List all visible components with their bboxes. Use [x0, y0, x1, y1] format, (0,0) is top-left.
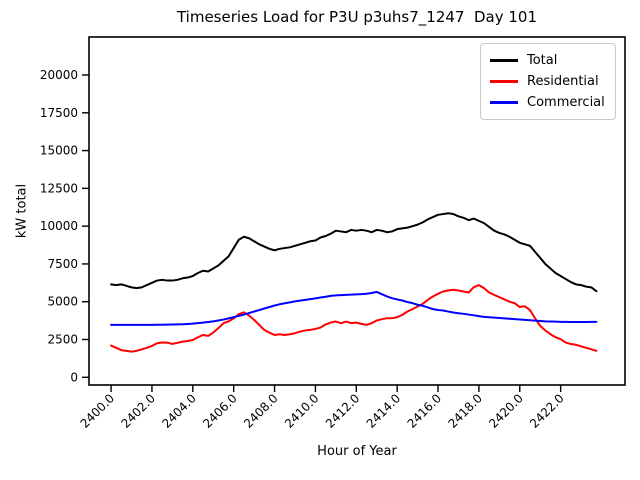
x-tick-label: 2400.0 — [78, 391, 118, 431]
y-tick-label: 7500 — [47, 257, 78, 271]
y-tick-label: 20000 — [40, 68, 78, 82]
y-tick-label: 5000 — [47, 295, 78, 309]
y-tick-label: 2500 — [47, 333, 78, 347]
y-tick-label: 15000 — [40, 144, 78, 158]
series-line-residential — [110, 284, 598, 353]
x-axis-label: Hour of Year — [317, 444, 397, 459]
series-line-total — [110, 212, 598, 293]
residential-line-swatch — [490, 80, 518, 83]
axes-frame — [88, 36, 626, 386]
commercial-line-swatch — [490, 101, 518, 104]
x-tick-label: 2418.0 — [445, 391, 485, 431]
total-line-swatch — [490, 59, 518, 62]
x-tick-label: 2410.0 — [282, 391, 322, 431]
y-tick-label: 0 — [70, 370, 78, 384]
y-tick-label: 12500 — [40, 181, 78, 195]
y-tick-label: 10000 — [40, 219, 78, 233]
y-tick-label: 17500 — [40, 106, 78, 120]
legend-label-total: Total — [527, 53, 558, 68]
legend-label-residential: Residential — [527, 74, 599, 89]
x-tick-label: 2414.0 — [364, 391, 404, 431]
legend-label-commercial: Commercial — [527, 95, 605, 110]
legend: Total Residential Commercial — [480, 43, 616, 120]
legend-item-residential: Residential — [490, 71, 607, 92]
x-tick-label: 2416.0 — [405, 391, 445, 431]
x-tick-label: 2404.0 — [159, 391, 199, 431]
x-tick-label: 2420.0 — [486, 391, 526, 431]
legend-item-commercial: Commercial — [490, 92, 607, 113]
x-tick-label: 2408.0 — [241, 391, 281, 431]
legend-item-total: Total — [490, 50, 607, 71]
x-tick-label: 2406.0 — [200, 391, 240, 431]
x-tick-label: 2402.0 — [118, 391, 158, 431]
x-tick-label: 2422.0 — [527, 391, 567, 431]
series-line-commercial — [110, 290, 598, 326]
x-tick-label: 2412.0 — [323, 391, 363, 431]
chart-title: Timeseries Load for P3U p3uhs7_1247 Day … — [176, 8, 538, 26]
y-axis-label: kW total — [14, 183, 30, 239]
